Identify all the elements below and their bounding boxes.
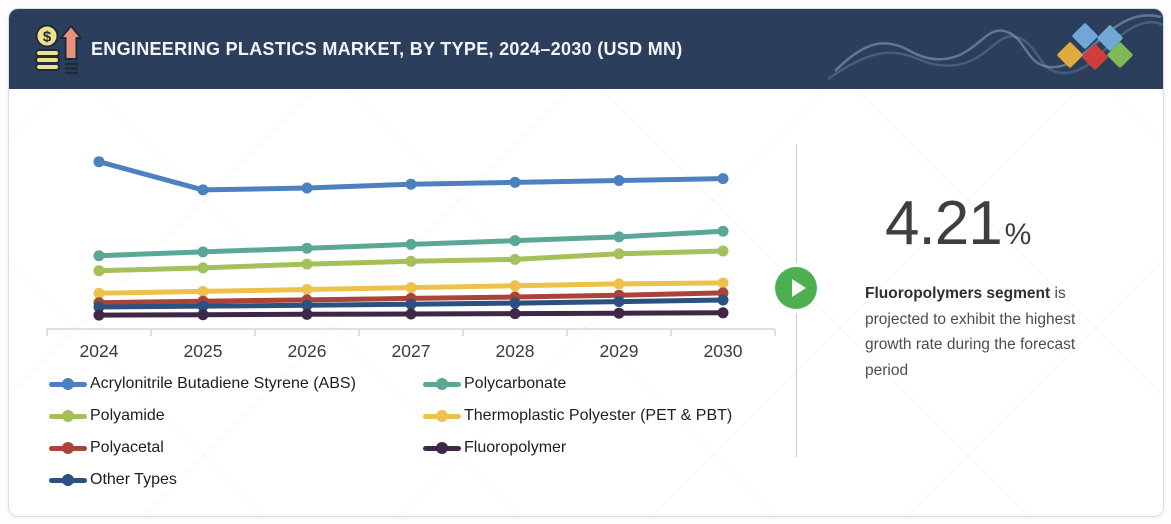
series-point xyxy=(509,280,521,292)
series-point xyxy=(301,284,313,295)
series-point xyxy=(717,245,729,257)
play-icon xyxy=(791,279,806,297)
series-point xyxy=(93,156,105,168)
legend-marker-icon xyxy=(423,442,461,454)
series-point xyxy=(197,285,209,297)
legend-item: Thermoplastic Polyester (PET & PBT) xyxy=(423,404,732,428)
legend-item: Polyacetal xyxy=(49,436,356,460)
series-point xyxy=(509,308,521,320)
money-growth-icon: $ xyxy=(35,24,82,75)
legend-marker-icon xyxy=(49,474,87,486)
legend-item: Polyamide xyxy=(49,404,356,428)
series-point xyxy=(405,308,417,320)
legend-label: Polyacetal xyxy=(90,439,164,456)
series-point xyxy=(717,173,729,185)
series-point xyxy=(717,277,729,289)
header-decoration xyxy=(827,14,1163,81)
percent-sign: % xyxy=(1004,218,1032,251)
x-axis-label: 2030 xyxy=(704,341,743,361)
x-axis-label: 2029 xyxy=(600,341,639,361)
series-point xyxy=(613,278,625,290)
series-point xyxy=(301,299,313,311)
legend-item: Polycarbonate xyxy=(423,372,732,396)
legend-label: Polycarbonate xyxy=(464,375,567,392)
content-area: 2024 2025 2026 2027 2028 2029 2030 Acrylonitri… xyxy=(9,89,1163,516)
series-point xyxy=(301,308,313,320)
x-axis-label: 2027 xyxy=(392,341,431,361)
series-point xyxy=(197,300,209,312)
series-point xyxy=(197,184,209,196)
series-point xyxy=(509,176,521,188)
legend-column-1: Acrylonitrile Butadiene Styrene (ABS) Pol… xyxy=(49,372,356,492)
series-point xyxy=(93,250,105,262)
series-point xyxy=(301,258,313,270)
series-point xyxy=(301,182,313,194)
play-button[interactable] xyxy=(775,267,817,309)
market-line-chart: 2024 2025 2026 2027 2028 2029 2030 xyxy=(46,156,776,361)
legend-item: Fluoropolymer xyxy=(423,436,732,460)
series-point xyxy=(197,262,209,274)
legend-label: Fluoropolymer xyxy=(464,439,567,456)
legend-label: Acrylonitrile Butadiene Styrene (ABS) xyxy=(90,375,356,392)
series-point xyxy=(509,235,521,247)
series-point xyxy=(93,287,105,299)
segment-highlight: Fluoropolymers segment xyxy=(865,285,1051,302)
series-point xyxy=(405,178,417,190)
series-point xyxy=(509,253,521,265)
series-point xyxy=(405,255,417,267)
series-point xyxy=(301,242,313,254)
market-report-card: $ ENGINEERING PLASTICS MARKET, BY TYPE, … xyxy=(8,8,1164,517)
series-point xyxy=(717,307,729,319)
x-axis-label: 2024 xyxy=(80,341,119,361)
x-axis-label: 2028 xyxy=(496,341,535,361)
legend-marker-icon xyxy=(49,442,87,454)
growth-description: Fluoropolymers segment is projected to e… xyxy=(865,281,1113,383)
legend-marker-icon xyxy=(49,410,87,422)
series-point xyxy=(405,238,417,250)
legend-label: Other Types xyxy=(90,471,177,488)
series-point xyxy=(613,248,625,260)
x-axis-label: 2025 xyxy=(184,341,223,361)
series-point xyxy=(197,246,209,258)
legend-item: Other Types xyxy=(49,468,356,492)
growth-stat: 4.21% xyxy=(885,193,1031,255)
series-point xyxy=(613,307,625,319)
series-point xyxy=(613,296,625,308)
series-point xyxy=(93,309,105,321)
series-point xyxy=(613,231,625,243)
legend-label: Thermoplastic Polyester (PET & PBT) xyxy=(464,407,733,424)
x-axis-label: 2026 xyxy=(288,341,327,361)
description-text: is projected to exhibit the highest grow… xyxy=(865,285,1076,379)
legend-column-2: Polycarbonate Thermoplastic Polyester (PE… xyxy=(423,372,732,460)
series-point xyxy=(717,225,729,237)
legend-marker-icon xyxy=(423,410,461,422)
series-point xyxy=(93,301,105,313)
header-bar: $ ENGINEERING PLASTICS MARKET, BY TYPE, … xyxy=(9,9,1163,89)
legend-marker-icon xyxy=(49,378,87,390)
series-point xyxy=(197,309,209,321)
series-point xyxy=(509,297,521,309)
series-point xyxy=(405,282,417,294)
series-point xyxy=(717,294,729,306)
series-point xyxy=(613,175,625,186)
svg-text:$: $ xyxy=(43,29,52,46)
legend-item: Acrylonitrile Butadiene Styrene (ABS) xyxy=(49,372,356,396)
page-title: ENGINEERING PLASTICS MARKET, BY TYPE, 20… xyxy=(91,38,683,59)
legend-label: Polyamide xyxy=(90,407,165,424)
growth-value: 4.21 xyxy=(885,189,1003,258)
series-point xyxy=(93,265,105,277)
series-point xyxy=(405,298,417,310)
legend-marker-icon xyxy=(423,378,461,390)
diamond-logo-icon xyxy=(1057,23,1133,70)
